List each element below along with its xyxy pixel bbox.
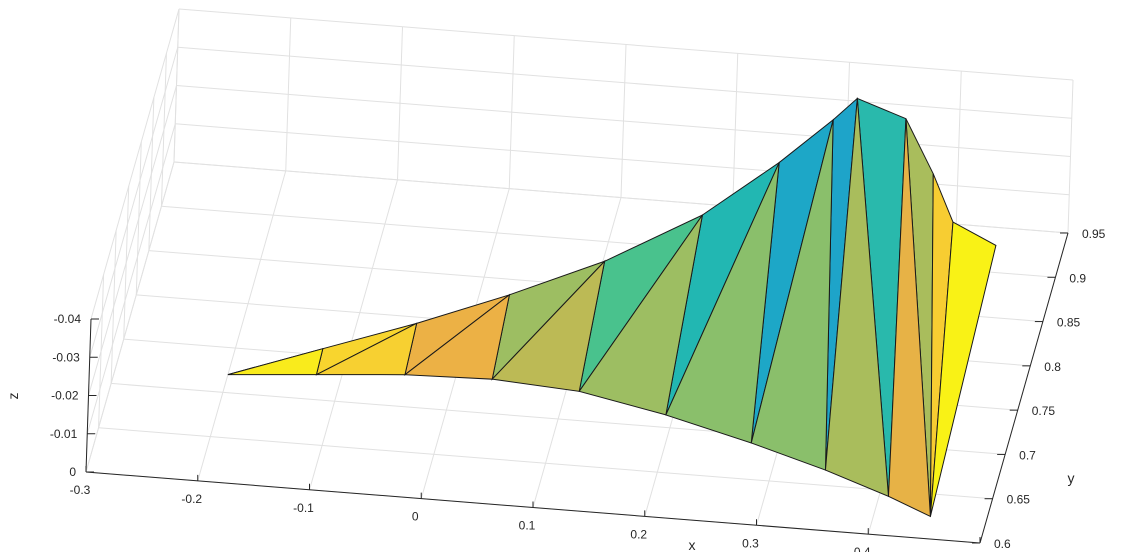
grid-line	[88, 85, 177, 396]
grid-line	[85, 161, 175, 473]
x-tick-label: 0.3	[742, 536, 759, 550]
surface-face	[578, 214, 703, 416]
surface	[227, 97, 997, 518]
x-tick-label: -0.2	[181, 492, 202, 506]
y-tick-label: 0.7	[1019, 448, 1036, 462]
surface-face	[750, 119, 834, 471]
grid-line	[309, 179, 398, 490]
grid-line	[86, 123, 176, 434]
y-axis-ticks: 0.6 0.65 0.7 0.75 0.8 0.85 0.9 0.95	[972, 227, 1106, 551]
surface-face	[887, 118, 931, 518]
grid-line	[89, 47, 179, 358]
x-tick-label: -0.1	[293, 501, 314, 515]
z-tick-label: 0	[69, 465, 76, 479]
x-tick-label: 0.4	[854, 545, 871, 552]
grid-line	[177, 46, 1072, 119]
x-axis-ticks: -0.3-0.2-0.100.10.20.30.40.5	[70, 466, 981, 552]
surface-face	[316, 322, 418, 376]
y-tick-label: 0.65	[1007, 493, 1031, 507]
grid-line	[178, 8, 1074, 81]
surface-face	[403, 293, 511, 380]
y-tick-label: 0.95	[1082, 227, 1106, 241]
x-tick-label: 0.1	[519, 519, 536, 533]
y-axis-label: y	[1068, 470, 1075, 486]
grid-line	[176, 85, 1071, 157]
y-tick-label: 0.8	[1044, 360, 1061, 374]
surface-face	[665, 162, 780, 444]
x-tick-label: 0	[412, 510, 419, 524]
z-tick-label: -0.04	[54, 312, 82, 326]
x-tick-label: -0.3	[70, 483, 91, 497]
y-axis-line	[979, 232, 1069, 544]
y-tick-label: 0.9	[1069, 271, 1086, 285]
z-axis-label: z	[5, 393, 21, 400]
z-tick-label: -0.03	[52, 350, 80, 364]
surface-face	[929, 221, 997, 517]
z-axis-ticks: 0 -0.01 -0.02 -0.03 -0.04	[50, 312, 99, 479]
x-axis-label: x	[689, 537, 696, 552]
z-tick-label: -0.02	[51, 389, 79, 403]
z-tick-label: -0.01	[50, 427, 78, 441]
grid-line	[197, 170, 287, 482]
x-tick-label: 0.2	[630, 527, 647, 541]
grid-line	[90, 8, 180, 320]
surface-face	[824, 98, 890, 498]
grid-line	[98, 427, 993, 500]
y-tick-label: 0.85	[1057, 316, 1081, 330]
y-tick-label: 0.75	[1032, 404, 1056, 418]
surface-face	[491, 259, 606, 392]
y-tick-label: 0.6	[994, 537, 1011, 551]
surface-face	[227, 347, 324, 376]
